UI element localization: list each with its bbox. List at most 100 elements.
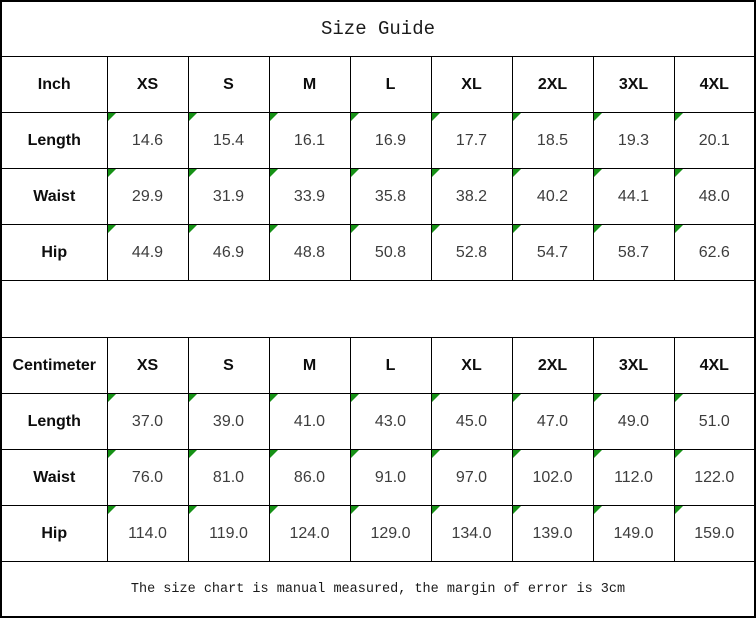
measure-label: Hip: [0, 224, 108, 281]
excel-flag-icon: [675, 169, 683, 177]
size-value: 40.2: [536, 187, 569, 205]
size-value: 81.0: [212, 468, 245, 486]
size-value: 48.0: [698, 187, 730, 205]
size-value-cell: 159.0: [673, 505, 756, 562]
size-value-cell: 112.0: [592, 449, 675, 506]
size-value-cell: 46.9: [187, 224, 270, 281]
size-value: 15.4: [212, 131, 245, 149]
excel-flag-icon: [594, 169, 602, 177]
excel-flag-icon: [594, 225, 602, 233]
excel-flag-icon: [189, 506, 197, 514]
size-value-cell: 102.0: [511, 449, 594, 506]
inch-waist-row: Waist 29.9 31.9 33.9 35.8 38.2 40.2 44.1…: [0, 168, 756, 225]
size-value-cell: 19.3: [592, 112, 675, 169]
size-value: 14.6: [131, 131, 164, 149]
footer-note: The size chart is manual measured, the m…: [0, 561, 756, 618]
size-value: 38.2: [455, 187, 488, 205]
size-value-cell: 119.0: [187, 505, 270, 562]
excel-flag-icon: [594, 113, 602, 121]
size-value: 47.0: [536, 412, 569, 430]
size-value-cell: 50.8: [349, 224, 432, 281]
size-value-cell: 20.1: [673, 112, 756, 169]
size-value: 51.0: [698, 412, 730, 430]
size-value-cell: 139.0: [511, 505, 594, 562]
unit-header-centimeter: Centimeter: [0, 337, 108, 394]
size-value-cell: 49.0: [592, 393, 675, 450]
measure-label: Length: [0, 393, 108, 450]
size-value-cell: 51.0: [673, 393, 756, 450]
size-value: 43.0: [374, 412, 407, 430]
cm-waist-row: Waist 76.0 81.0 86.0 91.0 97.0 102.0 112…: [0, 449, 756, 506]
size-header-xs: XS: [106, 56, 189, 113]
excel-flag-icon: [108, 113, 116, 121]
size-value-cell: 76.0: [106, 449, 189, 506]
size-value: 16.1: [293, 131, 326, 149]
size-value-cell: 35.8: [349, 168, 432, 225]
size-value-cell: 41.0: [268, 393, 351, 450]
size-value: 41.0: [293, 412, 326, 430]
size-value-cell: 37.0: [106, 393, 189, 450]
size-value-cell: 33.9: [268, 168, 351, 225]
size-value-cell: 45.0: [430, 393, 513, 450]
size-header-l: L: [349, 337, 432, 394]
excel-flag-icon: [432, 506, 440, 514]
excel-flag-icon: [270, 225, 278, 233]
excel-flag-icon: [351, 506, 359, 514]
size-value-cell: 129.0: [349, 505, 432, 562]
excel-flag-icon: [351, 113, 359, 121]
size-value: 35.8: [374, 187, 407, 205]
size-value-cell: 29.9: [106, 168, 189, 225]
size-value: 91.0: [374, 468, 407, 486]
size-value: 114.0: [128, 524, 167, 542]
cm-length-row: Length 37.0 39.0 41.0 43.0 45.0 47.0 49.…: [0, 393, 756, 450]
measure-label: Hip: [0, 505, 108, 562]
measure-label: Waist: [0, 449, 108, 506]
size-value: 76.0: [131, 468, 164, 486]
excel-flag-icon: [675, 394, 683, 402]
size-value-cell: 17.7: [430, 112, 513, 169]
unit-header-inch: Inch: [0, 56, 108, 113]
inch-length-row: Length 14.6 15.4 16.1 16.9 17.7 18.5 19.…: [0, 112, 756, 169]
size-value-cell: 124.0: [268, 505, 351, 562]
size-value: 50.8: [374, 243, 407, 261]
footer-row: The size chart is manual measured, the m…: [0, 561, 756, 618]
size-value: 86.0: [293, 468, 326, 486]
size-value-cell: 48.0: [673, 168, 756, 225]
excel-flag-icon: [108, 450, 116, 458]
size-value-cell: 52.8: [430, 224, 513, 281]
excel-flag-icon: [432, 225, 440, 233]
excel-flag-icon: [513, 169, 521, 177]
inch-hip-row: Hip 44.9 46.9 48.8 50.8 52.8 54.7 58.7 6…: [0, 224, 756, 281]
size-value: 54.7: [536, 243, 569, 261]
size-value-cell: 58.7: [592, 224, 675, 281]
size-value: 33.9: [293, 187, 326, 205]
separator-cell: [0, 280, 756, 338]
size-value-cell: 31.9: [187, 168, 270, 225]
size-value: 17.7: [455, 131, 488, 149]
inch-header-row: Inch XS S M L XL 2XL 3XL 4XL: [0, 56, 756, 113]
excel-flag-icon: [189, 113, 197, 121]
size-value: 48.8: [293, 243, 326, 261]
size-value: 44.1: [617, 187, 650, 205]
size-value-cell: 38.2: [430, 168, 513, 225]
excel-flag-icon: [189, 169, 197, 177]
excel-flag-icon: [675, 506, 683, 514]
page-title: Size Guide: [0, 0, 756, 57]
excel-flag-icon: [108, 169, 116, 177]
size-value: 18.5: [536, 131, 569, 149]
size-value-cell: 39.0: [187, 393, 270, 450]
excel-flag-icon: [189, 394, 197, 402]
excel-flag-icon: [270, 506, 278, 514]
size-value-cell: 16.9: [349, 112, 432, 169]
size-value-cell: 122.0: [673, 449, 756, 506]
size-header-3xl: 3XL: [592, 337, 675, 394]
size-value-cell: 43.0: [349, 393, 432, 450]
size-value-cell: 48.8: [268, 224, 351, 281]
measure-label: Length: [0, 112, 108, 169]
size-value: 46.9: [212, 243, 245, 261]
size-value: 45.0: [455, 412, 488, 430]
excel-flag-icon: [270, 450, 278, 458]
excel-flag-icon: [108, 394, 116, 402]
